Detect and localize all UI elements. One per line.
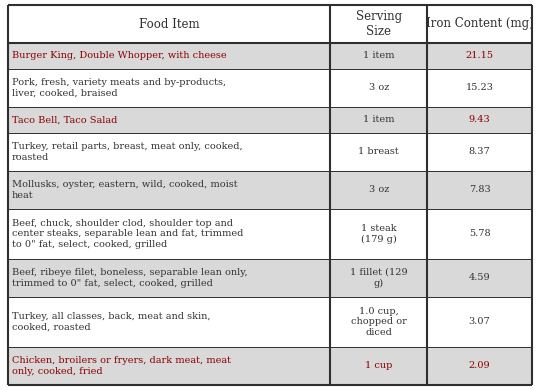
Text: 7.83: 7.83: [469, 185, 490, 194]
Text: Burger King, Double Whopper, with cheese: Burger King, Double Whopper, with cheese: [12, 51, 227, 60]
Bar: [8, 171, 532, 209]
Text: 2.09: 2.09: [469, 362, 490, 370]
Bar: [8, 133, 532, 171]
Text: Mollusks, oyster, eastern, wild, cooked, moist
heat: Mollusks, oyster, eastern, wild, cooked,…: [12, 180, 238, 200]
Text: Chicken, broilers or fryers, dark meat, meat
only, cooked, fried: Chicken, broilers or fryers, dark meat, …: [12, 356, 231, 376]
Text: 1 item: 1 item: [363, 115, 395, 124]
Text: 5.78: 5.78: [469, 229, 490, 238]
Text: 1 steak
(179 g): 1 steak (179 g): [361, 224, 396, 244]
Text: Taco Bell, Taco Salad: Taco Bell, Taco Salad: [12, 115, 117, 124]
Text: Pork, fresh, variety meats and by-products,
liver, cooked, braised: Pork, fresh, variety meats and by-produc…: [12, 78, 226, 98]
Text: 4.59: 4.59: [469, 273, 490, 282]
Text: 3 oz: 3 oz: [368, 185, 389, 194]
Text: 1 fillet (129
g): 1 fillet (129 g): [350, 268, 408, 288]
Text: 1 cup: 1 cup: [365, 362, 393, 370]
Text: 21.15: 21.15: [465, 51, 494, 60]
Bar: [8, 43, 532, 69]
Text: 9.43: 9.43: [469, 115, 490, 124]
Bar: [8, 69, 532, 107]
Bar: [8, 5, 532, 43]
Text: 1 breast: 1 breast: [359, 147, 399, 156]
Text: Turkey, retail parts, breast, meat only, cooked,
roasted: Turkey, retail parts, breast, meat only,…: [12, 142, 242, 162]
Text: 1.0 cup,
chopped or
diced: 1.0 cup, chopped or diced: [351, 307, 407, 337]
Text: 1 item: 1 item: [363, 51, 395, 60]
Text: Iron Content (mg): Iron Content (mg): [426, 18, 534, 30]
Text: Serving
Size: Serving Size: [356, 10, 402, 38]
Text: Turkey, all classes, back, meat and skin,
cooked, roasted: Turkey, all classes, back, meat and skin…: [12, 312, 211, 332]
Bar: [8, 107, 532, 133]
Bar: [8, 297, 532, 347]
Text: Beef, ribeye filet, boneless, separable lean only,
trimmed to 0" fat, select, co: Beef, ribeye filet, boneless, separable …: [12, 268, 248, 288]
Text: 8.37: 8.37: [469, 147, 490, 156]
Text: 3.07: 3.07: [469, 317, 490, 326]
Bar: [8, 209, 532, 259]
Text: Beef, chuck, shoulder clod, shoulder top and
center steaks, separable lean and f: Beef, chuck, shoulder clod, shoulder top…: [12, 219, 244, 249]
Text: 15.23: 15.23: [465, 83, 494, 92]
Bar: [8, 347, 532, 385]
Bar: [8, 259, 532, 297]
Text: 3 oz: 3 oz: [368, 83, 389, 92]
Text: Food Item: Food Item: [139, 18, 199, 30]
